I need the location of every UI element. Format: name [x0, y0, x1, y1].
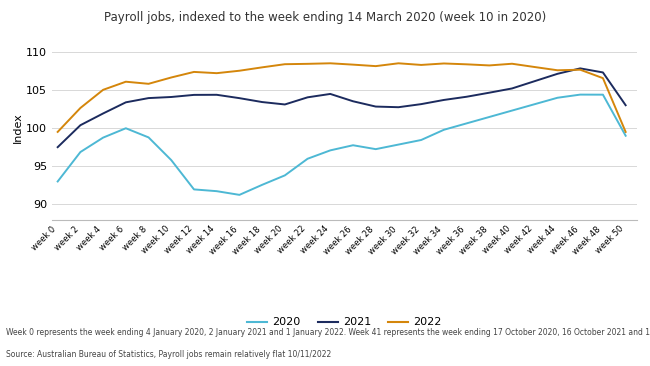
- Text: Week 0 represents the week ending 4 January 2020, 2 January 2021 and 1 January 2: Week 0 represents the week ending 4 Janu…: [6, 328, 650, 337]
- Legend: 2020, 2021, 2022: 2020, 2021, 2022: [242, 313, 447, 332]
- Y-axis label: Index: Index: [14, 113, 23, 143]
- Text: Payroll jobs, indexed to the week ending 14 March 2020 (week 10 in 2020): Payroll jobs, indexed to the week ending…: [104, 11, 546, 24]
- Text: Source: Australian Bureau of Statistics, Payroll jobs remain relatively flat 10/: Source: Australian Bureau of Statistics,…: [6, 350, 332, 359]
